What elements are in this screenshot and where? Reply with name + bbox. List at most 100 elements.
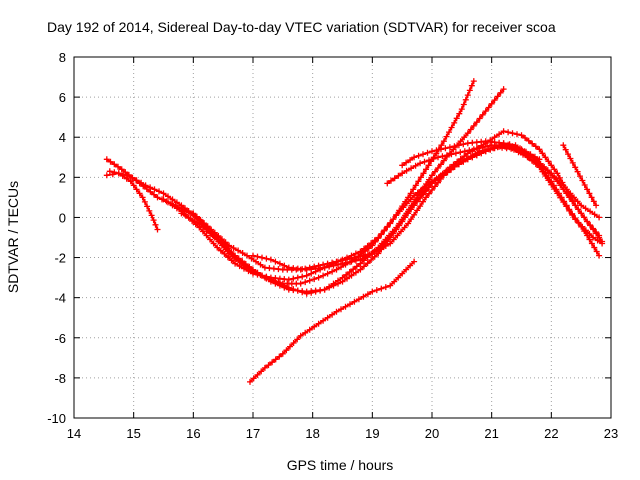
data-point [529, 140, 536, 147]
x-tick-label: 14 [67, 426, 81, 441]
data-point [542, 173, 549, 179]
data-point [429, 187, 435, 193]
data-point [344, 259, 350, 266]
data-point [297, 332, 304, 339]
data-point [384, 180, 391, 187]
data-point [593, 202, 600, 209]
data-point [347, 301, 353, 308]
data-point [241, 265, 247, 272]
data-point [420, 151, 426, 158]
data-point [403, 266, 410, 273]
data-point [330, 262, 337, 269]
data-point [303, 290, 310, 297]
data-point [482, 108, 489, 115]
data-point [254, 271, 261, 278]
data-point [596, 252, 603, 259]
data-point [115, 163, 121, 170]
data-point [426, 190, 432, 197]
data-point [214, 244, 221, 251]
data-point [348, 272, 355, 279]
data-point [306, 326, 313, 333]
data-point [382, 238, 389, 245]
data-point [599, 238, 606, 245]
data-point [401, 224, 408, 231]
data-point [572, 164, 579, 171]
data-point [368, 240, 375, 247]
data-point [333, 308, 340, 315]
data-point [596, 214, 603, 221]
data-point [457, 138, 464, 145]
data-point [219, 236, 225, 243]
data-point [276, 353, 283, 360]
data-point [302, 279, 309, 286]
data-point [285, 284, 292, 291]
data-point [473, 119, 480, 126]
data-point [485, 146, 492, 153]
data-point [423, 187, 429, 194]
data-point [150, 217, 157, 224]
data-point [352, 257, 359, 264]
data-point [554, 190, 561, 197]
data-point [565, 151, 571, 158]
data-point [239, 260, 246, 267]
data-point [421, 158, 428, 165]
data-point [484, 143, 491, 150]
data-point [267, 256, 274, 263]
data-point [378, 285, 385, 292]
data-point [497, 89, 504, 96]
data-point [415, 152, 422, 159]
data-point [165, 199, 171, 206]
data-point [107, 158, 114, 165]
data-point [232, 260, 239, 267]
data-point [563, 203, 570, 210]
data-point [364, 260, 371, 267]
data-point [221, 243, 228, 250]
series-line [108, 88, 505, 293]
x-tick-label: 18 [305, 426, 319, 441]
data-point [315, 320, 322, 327]
data-point [335, 261, 341, 268]
data-point [236, 263, 243, 270]
data-point [321, 286, 328, 293]
data-point [272, 356, 279, 363]
y-tick-label: -6 [54, 331, 66, 346]
data-point [399, 218, 406, 225]
data-point [405, 210, 412, 217]
series-line [249, 260, 416, 383]
data-point [545, 158, 552, 165]
data-point [386, 234, 392, 241]
data-point [353, 263, 360, 270]
data-point [403, 200, 410, 207]
data-point [523, 148, 529, 155]
data-point [572, 202, 579, 209]
data-point [581, 182, 588, 188]
data-point [466, 87, 473, 94]
data-point [173, 199, 180, 206]
data-point [217, 247, 224, 254]
data-point [479, 111, 486, 118]
data-point [429, 180, 435, 187]
data-point [446, 129, 452, 136]
data-point [306, 277, 313, 284]
data-point [532, 143, 539, 150]
data-point [302, 329, 309, 336]
data-point [542, 154, 549, 161]
data-point [394, 232, 401, 239]
data-point [545, 177, 552, 184]
data-point [136, 190, 143, 197]
data-point [178, 202, 185, 209]
data-point [582, 205, 589, 212]
data-point [154, 226, 161, 233]
data-point [582, 227, 589, 234]
data-point [281, 282, 288, 289]
plot-frame [73, 56, 612, 419]
data-point [130, 182, 137, 189]
data-point [556, 179, 563, 186]
data-point [247, 378, 253, 385]
data-point [458, 106, 465, 113]
data-point [133, 186, 140, 193]
data-point [408, 165, 415, 172]
data-point [491, 97, 498, 104]
data-point [457, 149, 464, 156]
data-point [182, 211, 188, 218]
